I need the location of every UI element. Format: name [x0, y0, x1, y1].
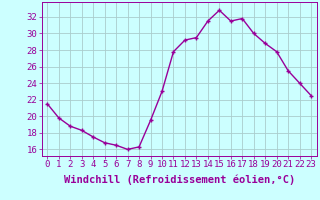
X-axis label: Windchill (Refroidissement éolien,°C): Windchill (Refroidissement éolien,°C)	[64, 175, 295, 185]
